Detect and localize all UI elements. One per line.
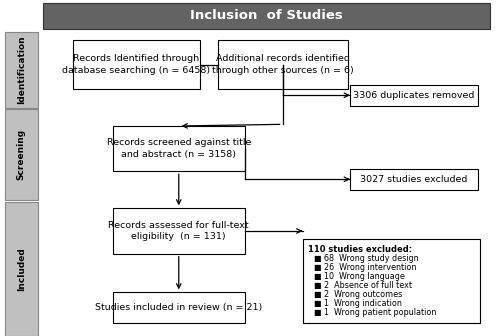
FancyBboxPatch shape: [218, 40, 348, 89]
Text: ■: ■: [314, 298, 321, 307]
Text: 3027 studies excluded: 3027 studies excluded: [360, 175, 468, 184]
FancyBboxPatch shape: [5, 109, 38, 200]
Text: ■: ■: [314, 290, 321, 299]
Text: 1  Wrong patient population: 1 Wrong patient population: [324, 307, 436, 317]
FancyBboxPatch shape: [5, 32, 38, 108]
Text: Inclusion  of Studies: Inclusion of Studies: [190, 9, 343, 22]
FancyBboxPatch shape: [112, 126, 245, 171]
FancyBboxPatch shape: [112, 292, 245, 323]
Text: ■: ■: [314, 271, 321, 281]
Text: Additional records identified
through other sources (n = 6): Additional records identified through ot…: [212, 54, 354, 75]
FancyBboxPatch shape: [72, 40, 200, 89]
Text: 10  Wrong language: 10 Wrong language: [324, 271, 404, 281]
FancyBboxPatch shape: [42, 3, 490, 29]
Text: 2  Absence of full text: 2 Absence of full text: [324, 281, 412, 290]
Text: Records assessed for full-text
eligibility  (n = 131): Records assessed for full-text eligibili…: [108, 221, 249, 241]
Text: 110 studies excluded:: 110 studies excluded:: [308, 245, 412, 254]
FancyBboxPatch shape: [350, 169, 478, 190]
Text: 26  Wrong intervention: 26 Wrong intervention: [324, 262, 416, 271]
Text: Records Identified through
database searching (n = 6458): Records Identified through database sear…: [62, 54, 210, 75]
Text: ■: ■: [314, 262, 321, 271]
FancyBboxPatch shape: [112, 208, 245, 254]
FancyBboxPatch shape: [350, 85, 478, 106]
Text: 3306 duplicates removed: 3306 duplicates removed: [353, 91, 474, 100]
FancyBboxPatch shape: [302, 239, 480, 323]
FancyBboxPatch shape: [5, 202, 38, 336]
Text: 2  Wrong outcomes: 2 Wrong outcomes: [324, 290, 402, 299]
Text: Screening: Screening: [17, 129, 26, 180]
Text: ■: ■: [314, 281, 321, 290]
Text: Identification: Identification: [17, 35, 26, 104]
Text: 1  Wrong indication: 1 Wrong indication: [324, 298, 402, 307]
Text: ■: ■: [314, 254, 321, 263]
Text: Included: Included: [17, 247, 26, 291]
Text: Studies included in review (n = 21): Studies included in review (n = 21): [95, 303, 262, 312]
Text: Records screened against title
and abstract (n = 3158): Records screened against title and abstr…: [106, 138, 251, 159]
Text: 68  Wrong study design: 68 Wrong study design: [324, 254, 418, 263]
Text: ■: ■: [314, 307, 321, 317]
